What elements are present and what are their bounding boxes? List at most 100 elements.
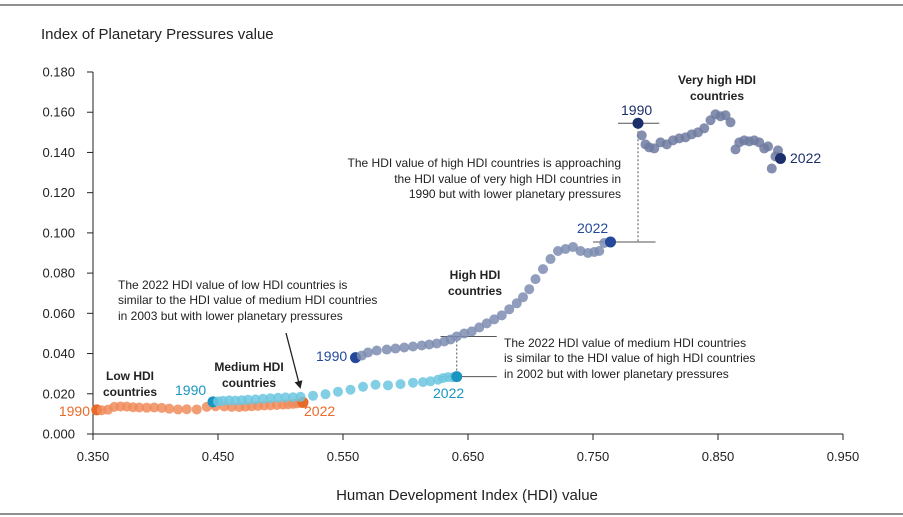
very-high-point <box>763 141 773 152</box>
x-tick-label: 0.450 <box>202 449 235 464</box>
y-tick-label: 0.080 <box>42 266 75 281</box>
very-high-start-label: 1990 <box>621 102 652 118</box>
high-start-label: 1990 <box>316 348 347 364</box>
annotation-high-vs-very-high-2: the HDI value of very high HDI countries… <box>394 172 621 186</box>
very-high-point <box>775 152 786 164</box>
x-tick-label: 0.950 <box>827 449 860 464</box>
very-high-point <box>699 123 710 134</box>
x-tick-label: 0.350 <box>77 449 110 464</box>
y-tick-label: 0.180 <box>42 65 75 80</box>
high-point <box>408 341 418 352</box>
high-point <box>390 343 401 354</box>
very-high-point <box>773 145 783 156</box>
medium-point <box>451 371 463 383</box>
group-label-low-1: Low HDI <box>106 369 154 383</box>
y-tick-label: 0.100 <box>42 225 75 240</box>
very-high-point <box>720 110 731 121</box>
high-point <box>530 274 541 285</box>
medium-series <box>207 371 463 408</box>
high-point <box>451 331 462 342</box>
high-point <box>496 310 507 321</box>
low-annotation-arrow <box>285 332 303 389</box>
medium-point <box>243 394 253 405</box>
high-point <box>466 326 477 337</box>
medium-point <box>358 381 368 392</box>
low-point <box>141 402 152 413</box>
high-point <box>553 245 563 256</box>
high-point <box>568 241 578 252</box>
high-point <box>545 254 556 265</box>
high-point <box>474 322 485 333</box>
annotation-medium-vs-high-3: in 2002 but with lower planetary pressur… <box>504 367 729 381</box>
high-point <box>431 338 442 349</box>
low-start-label: 1990 <box>59 403 90 419</box>
medium-point <box>418 377 428 388</box>
medium-point <box>408 377 418 388</box>
high-point <box>489 314 500 325</box>
annotation-high-vs-very-high-3: 1990 but with lower planetary pressures <box>409 187 621 201</box>
x-tick-label: 0.750 <box>577 449 610 464</box>
low-point <box>164 403 175 414</box>
very-high-point <box>636 130 647 141</box>
medium-start-label: 1990 <box>175 382 206 398</box>
high-point <box>511 298 522 309</box>
low-point <box>173 404 183 415</box>
medium-point <box>288 392 298 403</box>
group-label-very-high-2: countries <box>690 89 744 103</box>
low-point <box>181 404 192 415</box>
very-high-point <box>725 117 736 128</box>
group-label-low-2: countries <box>103 385 157 399</box>
medium-point <box>258 393 268 404</box>
group-label-high-2: countries <box>448 284 502 298</box>
annotation-low-vs-medium-2: similar to the HDI value of medium HDI c… <box>118 293 377 307</box>
high-point <box>575 245 586 256</box>
group-label-medium-2: countries <box>222 376 276 390</box>
medium-point <box>320 389 331 400</box>
high-point <box>504 304 515 315</box>
y-tick-label: 0.020 <box>42 386 75 401</box>
annotation-medium-vs-high-2: is similar to the HDI value of high HDI … <box>504 351 755 365</box>
high-point <box>424 339 435 350</box>
group-label-high-1: High HDI <box>450 268 501 282</box>
x-tick-label: 0.850 <box>702 449 735 464</box>
low-point <box>191 404 202 415</box>
high-point <box>524 284 535 295</box>
y-tick-label: 0.140 <box>42 145 75 160</box>
high-point <box>459 328 470 339</box>
medium-point <box>295 391 306 402</box>
very-high-point <box>766 163 777 174</box>
medium-point <box>280 392 291 403</box>
x-axis-title: Human Development Index (HDI) value <box>336 487 598 504</box>
high-point <box>594 245 605 256</box>
y-tick-label: 0.160 <box>42 105 75 120</box>
medium-point <box>250 394 261 405</box>
annotation-low-vs-medium-1: The 2022 HDI value of low HDI countries … <box>118 278 347 292</box>
y-tick-label: 0.040 <box>42 346 75 361</box>
medium-point <box>265 393 276 404</box>
very-high-point <box>649 143 660 154</box>
annotation-high-vs-very-high-1: The HDI value of high HDI countries is a… <box>348 156 621 170</box>
medium-point <box>273 392 283 403</box>
high-series <box>350 236 616 364</box>
low-point <box>156 402 167 413</box>
x-tick-label: 0.550 <box>327 449 360 464</box>
high-point <box>363 347 373 358</box>
very-high-series <box>632 109 786 174</box>
high-point <box>605 236 616 248</box>
very-high-end-label: 2022 <box>790 150 821 166</box>
annotation-medium-vs-high-1: The 2022 HDI value of medium HDI countri… <box>504 336 746 350</box>
high-point <box>560 243 571 254</box>
axes: 0.350 0.450 0.550 0.650 0.750 0.850 0.950 0.000… <box>42 65 859 465</box>
high-point <box>518 292 528 303</box>
x-tick-label: 0.650 <box>452 449 485 464</box>
group-label-very-high-1: Very high HDI <box>678 73 756 87</box>
high-point <box>416 340 427 351</box>
high-point <box>381 344 392 355</box>
very-high-point <box>632 117 644 129</box>
y-tick-label: 0.060 <box>42 306 75 321</box>
medium-point <box>370 379 381 390</box>
high-end-label: 2022 <box>577 220 608 236</box>
medium-point <box>383 380 393 391</box>
low-point <box>149 402 160 413</box>
